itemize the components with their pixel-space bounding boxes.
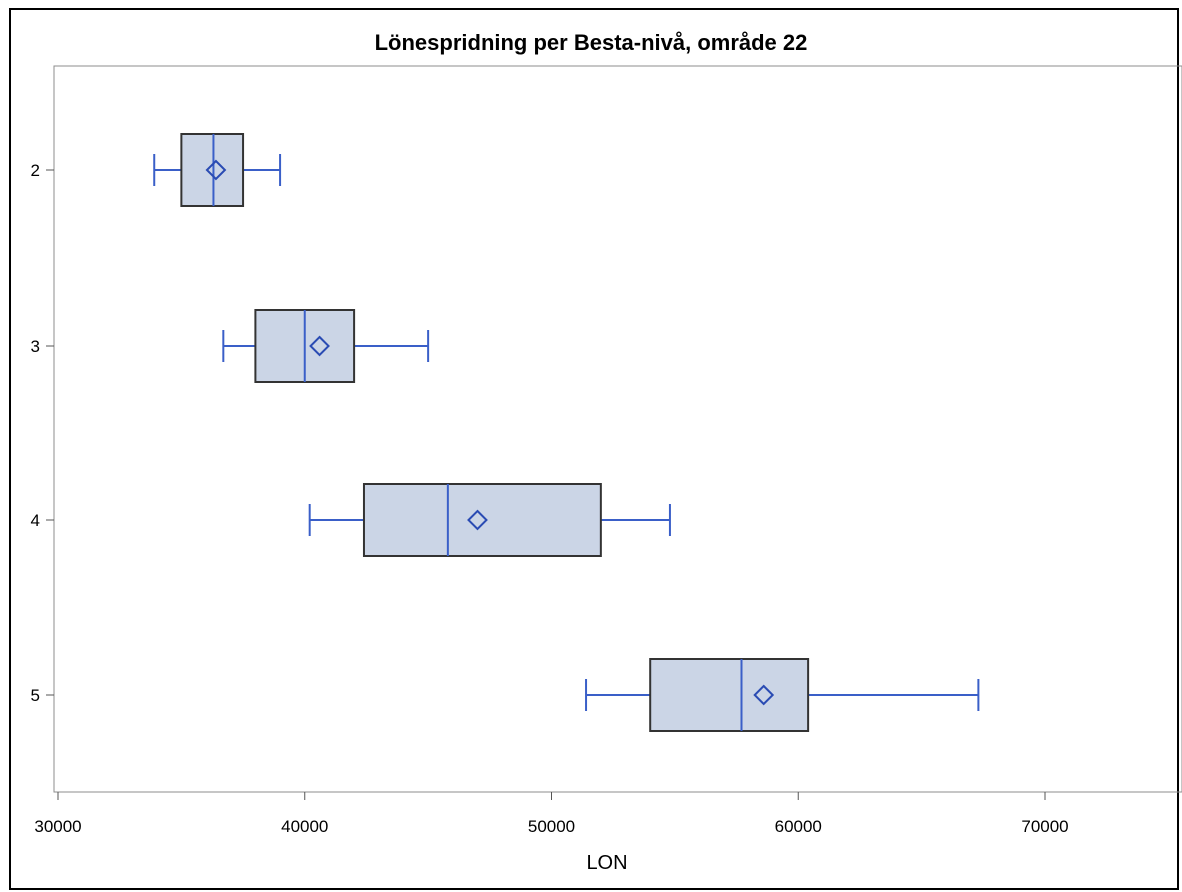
mean-marker-4	[467, 509, 488, 531]
chart-title: Lönespridning per Besta-nivå, område 22	[374, 30, 808, 55]
y-tick-label-2: 2	[31, 161, 40, 180]
x-tick-label-70000: 70000	[1021, 817, 1068, 836]
y-tick-label-4: 4	[31, 511, 40, 530]
box-5	[585, 658, 980, 732]
mean-marker-2	[205, 159, 227, 181]
x-tick-label-50000: 50000	[528, 817, 575, 836]
box-4	[308, 483, 671, 557]
box-3	[222, 309, 430, 383]
box-group	[153, 133, 980, 732]
box-2	[153, 133, 282, 207]
y-axis: 2 3 4 5	[31, 161, 54, 705]
box-iqr-5	[649, 658, 810, 732]
y-tick-label-5: 5	[31, 686, 40, 705]
mean-marker-3	[309, 335, 330, 357]
box-iqr-2	[180, 133, 245, 207]
mean-marker-5	[753, 684, 775, 706]
x-tick-label-60000: 60000	[775, 817, 822, 836]
x-tick-label-30000: 30000	[34, 817, 81, 836]
y-tick-label-3: 3	[31, 337, 40, 356]
x-axis: 30000 40000 50000 60000 70000	[34, 792, 1069, 836]
plot-area	[53, 65, 1182, 793]
x-tick-label-40000: 40000	[281, 817, 328, 836]
x-axis-label: LON	[586, 852, 627, 874]
box-iqr-4	[362, 483, 602, 557]
